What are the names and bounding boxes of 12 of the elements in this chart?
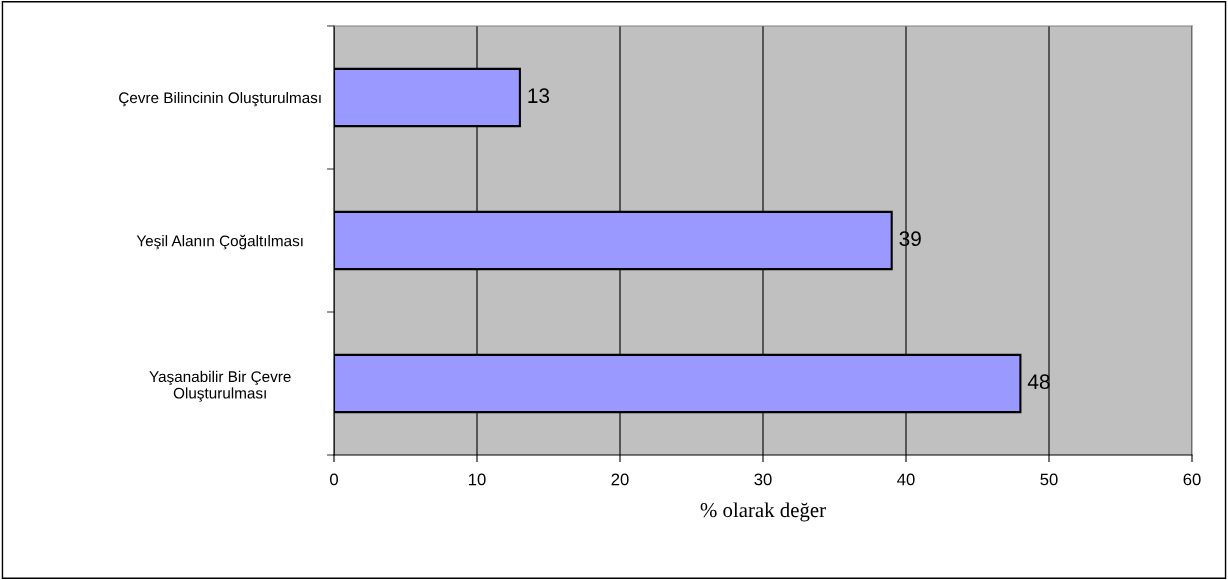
x-tick-label: 60	[1183, 473, 1201, 486]
x-tick-label: 10	[469, 473, 486, 486]
x-tick-label: 40	[897, 473, 915, 486]
y-tick-label: Çevre Bilincinin Oluşturulması	[119, 91, 321, 107]
data-label: 13	[528, 88, 550, 104]
y-tick-label: Yaşanabilir Bir Çevre Oluşturulması	[149, 370, 291, 402]
x-tick-label: 30	[754, 473, 772, 486]
y-tick-label: Yeşil Alanın Çoğaltılması	[136, 234, 303, 250]
x-tick-label: 20	[611, 473, 629, 486]
x-tick-label: 50	[1040, 473, 1058, 486]
x-axis-title: % olarak değer	[700, 502, 826, 522]
x-tick-label: 0	[330, 473, 338, 486]
